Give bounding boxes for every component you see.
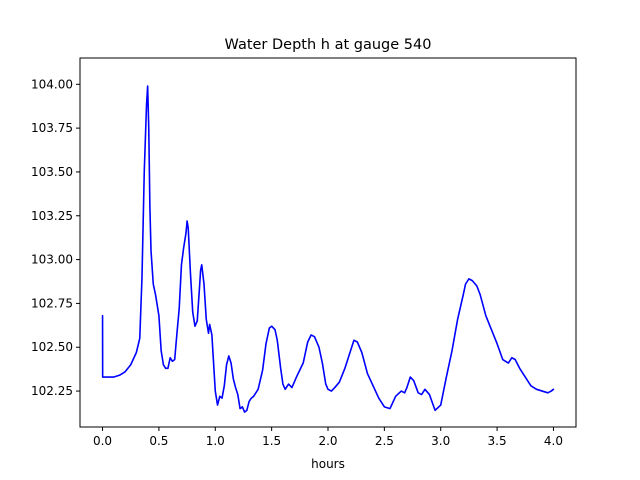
y-tick-label: 102.50: [31, 340, 73, 354]
x-tick-label: 0.0: [93, 434, 112, 448]
x-tick-label: 3.5: [488, 434, 507, 448]
x-tick-label: 0.5: [149, 434, 168, 448]
x-tick-label: 2.0: [318, 434, 337, 448]
y-tick-label: 102.25: [31, 384, 73, 398]
water-depth-series-line: [101, 85, 555, 413]
y-tick-label: 103.25: [31, 209, 73, 223]
y-axis: 102.25 102.50 102.75 103.00 103.25 103.50 103.…: [31, 77, 80, 398]
plot-area: [101, 85, 555, 413]
y-tick-label: 104.00: [31, 77, 73, 91]
y-tick-label: 103.75: [31, 121, 73, 135]
x-tick-label: 4.0: [544, 434, 563, 448]
plot-frame: [79, 57, 577, 428]
x-tick-label: 1.0: [206, 434, 225, 448]
x-tick-label: 1.5: [262, 434, 281, 448]
x-tick-label: 3.0: [431, 434, 450, 448]
y-tick-label: 102.75: [31, 296, 73, 310]
x-axis: 0.0 0.5 1.0 1.5 2.0 2.5 3.0 3.5 4.0: [93, 427, 563, 448]
y-tick-label: 103.50: [31, 165, 73, 179]
x-axis-label: hours: [311, 457, 345, 471]
chart-title: Water Depth h at gauge 540: [225, 37, 432, 53]
y-tick-label: 103.00: [31, 253, 73, 267]
x-tick-label: 2.5: [375, 434, 394, 448]
